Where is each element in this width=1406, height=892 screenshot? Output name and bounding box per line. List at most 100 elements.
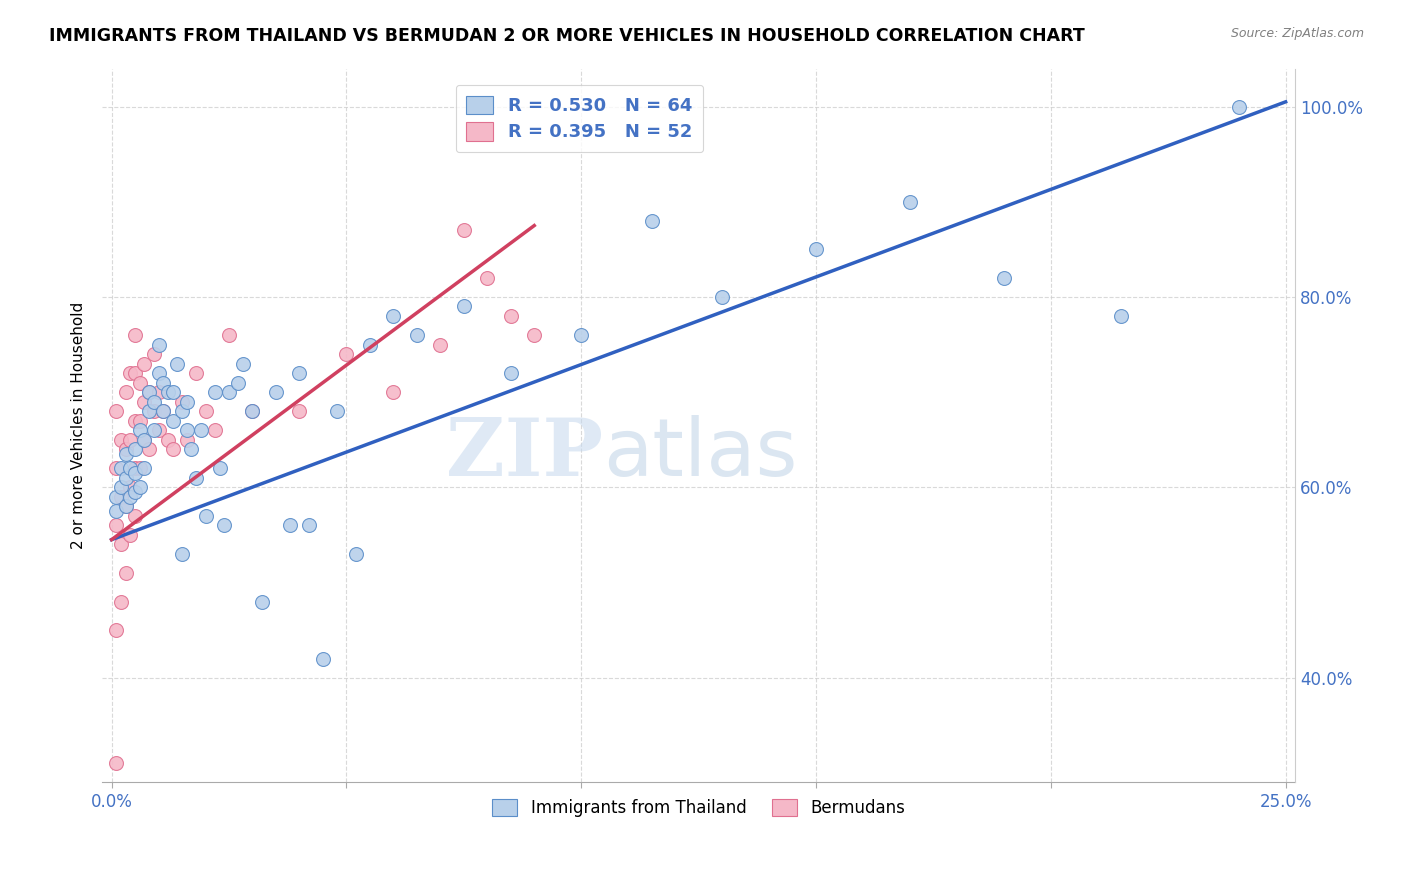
Point <box>184 366 207 380</box>
Point <box>142 394 165 409</box>
Point <box>278 518 301 533</box>
Point <box>124 442 146 457</box>
Point <box>194 404 217 418</box>
Point <box>166 357 188 371</box>
Point <box>1109 309 1132 323</box>
Point <box>124 366 146 380</box>
Point <box>170 547 193 561</box>
Point <box>152 404 174 418</box>
Point <box>124 461 146 475</box>
Text: ZIP: ZIP <box>446 415 603 493</box>
Point <box>162 385 184 400</box>
Point <box>110 594 132 608</box>
Point <box>326 404 349 418</box>
Point <box>134 433 156 447</box>
Point <box>804 243 827 257</box>
Y-axis label: 2 or more Vehicles in Household: 2 or more Vehicles in Household <box>72 301 86 549</box>
Point <box>335 347 357 361</box>
Point <box>114 442 136 457</box>
Point <box>105 404 128 418</box>
Text: atlas: atlas <box>603 415 797 493</box>
Point <box>312 651 335 665</box>
Point <box>128 414 150 428</box>
Point <box>128 376 150 390</box>
Point <box>382 385 405 400</box>
Point <box>190 423 212 437</box>
Point <box>105 504 128 518</box>
Point <box>214 518 236 533</box>
Point <box>184 471 207 485</box>
Point <box>138 442 160 457</box>
Point <box>523 328 546 343</box>
Point <box>148 385 170 400</box>
Point <box>152 404 174 418</box>
Point <box>120 433 142 447</box>
Point <box>711 290 734 304</box>
Point <box>218 328 240 343</box>
Point <box>1227 99 1250 113</box>
Point <box>124 328 146 343</box>
Point <box>128 480 150 494</box>
Point <box>120 528 142 542</box>
Point <box>120 461 142 475</box>
Point <box>138 385 160 400</box>
Point <box>176 423 198 437</box>
Point <box>640 214 662 228</box>
Point <box>124 508 146 523</box>
Point <box>204 423 226 437</box>
Point <box>128 423 150 437</box>
Point <box>156 385 179 400</box>
Point <box>288 404 311 418</box>
Point <box>228 376 250 390</box>
Point <box>114 471 136 485</box>
Point <box>477 271 499 285</box>
Legend: Immigrants from Thailand, Bermudans: Immigrants from Thailand, Bermudans <box>484 790 912 825</box>
Point <box>110 433 132 447</box>
Point <box>298 518 321 533</box>
Point <box>134 394 156 409</box>
Point <box>162 414 184 428</box>
Point <box>208 461 231 475</box>
Point <box>114 447 136 461</box>
Point <box>569 328 592 343</box>
Point <box>105 490 128 504</box>
Point <box>344 547 367 561</box>
Point <box>453 300 475 314</box>
Point <box>162 442 184 457</box>
Point <box>359 337 381 351</box>
Point <box>148 423 170 437</box>
Point <box>128 461 150 475</box>
Point <box>134 461 156 475</box>
Point <box>110 480 132 494</box>
Point <box>120 490 142 504</box>
Point <box>110 537 132 551</box>
Point <box>176 433 198 447</box>
Point <box>242 404 264 418</box>
Point <box>134 433 156 447</box>
Point <box>110 461 132 475</box>
Point <box>105 623 128 637</box>
Point <box>134 357 156 371</box>
Point <box>120 480 142 494</box>
Point <box>232 357 254 371</box>
Point <box>124 414 146 428</box>
Point <box>204 385 226 400</box>
Point <box>138 404 160 418</box>
Point <box>114 385 136 400</box>
Point <box>138 385 160 400</box>
Point <box>124 466 146 480</box>
Point <box>288 366 311 380</box>
Point <box>180 442 202 457</box>
Point <box>114 500 136 514</box>
Point <box>105 518 128 533</box>
Point <box>142 423 165 437</box>
Point <box>148 337 170 351</box>
Point <box>993 271 1015 285</box>
Point <box>405 328 427 343</box>
Point <box>142 347 165 361</box>
Point <box>194 508 217 523</box>
Point <box>114 500 136 514</box>
Point <box>170 404 193 418</box>
Point <box>120 366 142 380</box>
Point <box>156 433 179 447</box>
